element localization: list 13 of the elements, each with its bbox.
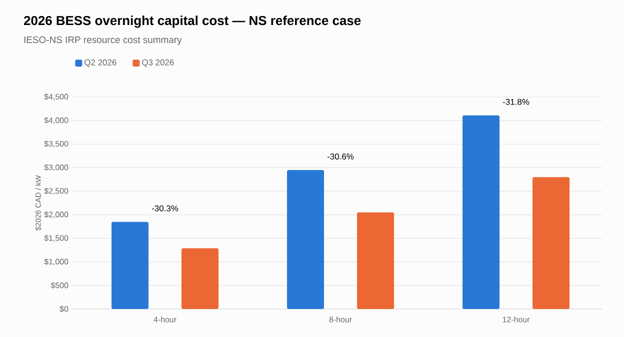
bar	[532, 177, 570, 309]
bar	[357, 212, 394, 309]
annotation: -31.8%	[502, 98, 530, 105]
annotation: -30.3%	[152, 205, 178, 212]
bar	[182, 248, 219, 309]
chart-title: 2026 BESS overnight capital cost — NS reference case	[24, 16, 361, 28]
bar	[112, 222, 149, 309]
chart-subtitle: IESO-NS IRP resource cost summary	[24, 36, 182, 45]
legend-label: Q3 2026	[142, 59, 174, 67]
bar	[462, 115, 500, 309]
bar	[287, 170, 324, 309]
legend-label: Q2 2026	[84, 59, 116, 67]
annotation: -30.6%	[327, 154, 354, 160]
